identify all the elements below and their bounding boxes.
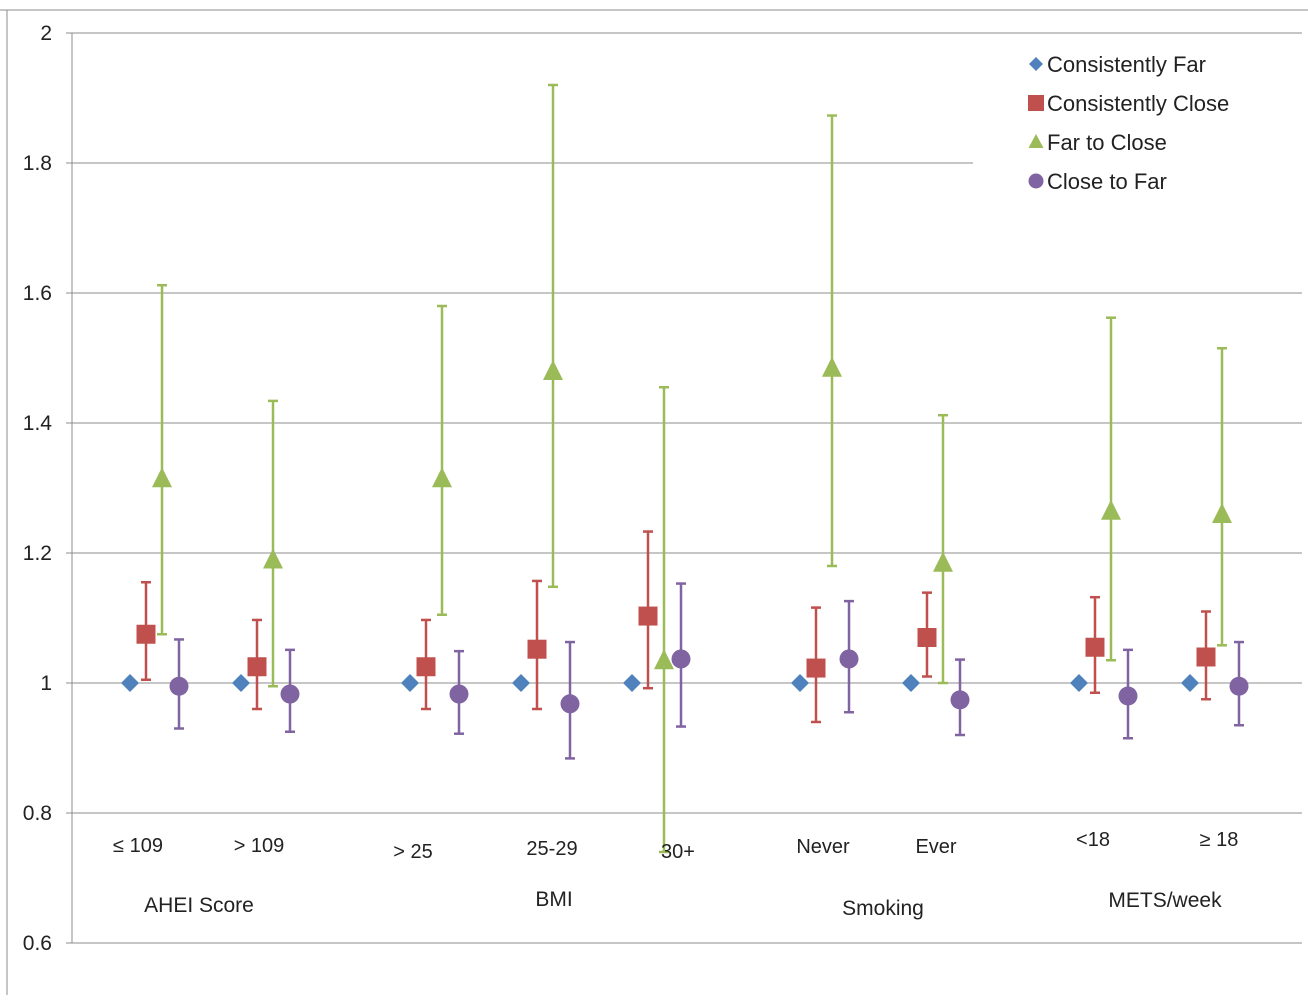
y-tick-label: 1.2 [23,542,52,565]
data-point-triangle [1212,503,1232,523]
data-point-circle [560,694,580,714]
legend-label: Close to Far [1047,169,1167,194]
data-point-diamond [1181,674,1199,692]
data-point-diamond [1070,674,1088,692]
y-tick-label: 2 [40,22,52,45]
legend-label: Consistently Close [1047,91,1229,116]
data-point-circle [449,684,469,704]
data-point-circle [839,649,859,669]
axes [0,9,1308,995]
category-label: ≤ 109 [113,835,163,857]
data-point-diamond [902,674,920,692]
data-point-triangle [152,467,172,488]
data-point-triangle [543,360,563,380]
legend-marker [1028,95,1044,111]
legend-label: Far to Close [1047,130,1167,155]
data-point-circle [1229,676,1249,696]
category-label: ≥ 18 [1200,829,1239,851]
data-point-circle [169,676,189,696]
data-point-diamond [121,674,139,692]
data-point-triangle [432,467,452,488]
y-tick-label: 0.6 [23,932,52,955]
data-point-square [136,624,156,644]
group-label: AHEI Score [144,894,254,917]
category-label: Never [796,836,850,858]
data-point-square [1196,647,1216,667]
category-label: Ever [915,836,956,858]
legend: Consistently Far Consistently Close Far to… [1028,52,1229,194]
data-point-triangle [822,356,842,377]
data-point-square [806,658,826,678]
data-point-diamond [791,674,809,692]
category-label: > 109 [234,835,285,857]
data-point-diamond [232,674,250,692]
category-labels: ≤ 109 > 109 > 25 25-29 30+ Never Ever <18 ≥ 18 [113,829,1238,863]
y-tick-labels: 0.6 0.8 1 1.2 1.4 1.6 1.8 2 [23,22,53,955]
data-point-diamond [623,674,641,692]
data-point-square [416,657,436,677]
data-point-circle [671,649,691,669]
legend-label: Consistently Far [1047,52,1206,77]
data-point-triangle [263,548,283,569]
group-label: Smoking [842,897,924,920]
y-tick-label: 1 [40,672,52,695]
group-label: METS/week [1108,889,1222,912]
gridlines [72,32,1302,944]
y-tick-label: 1.8 [23,152,52,175]
data-point-diamond [512,674,530,692]
data-point-square [527,639,547,659]
data-point-square [638,606,658,626]
data-point-square [1085,637,1105,657]
y-tick-label: 0.8 [23,802,52,825]
category-label: 30+ [661,841,695,863]
legend-marker [1029,57,1043,71]
legend-marker [1028,173,1044,189]
markers [121,356,1249,714]
data-point-triangle [933,551,953,572]
data-point-circle [280,684,300,704]
legend-marker [1028,134,1044,148]
data-point-square [917,628,937,647]
category-label: 25-29 [526,838,577,860]
category-label: <18 [1076,829,1110,851]
data-point-square [247,657,267,677]
data-point-circle [950,690,970,710]
data-point-circle [1118,686,1138,706]
y-tick-label: 1.4 [23,412,53,435]
data-point-diamond [401,674,419,692]
group-labels: AHEI Score BMI Smoking METS/week [144,888,1222,920]
category-label: > 25 [393,841,432,863]
y-tick-label: 1.6 [23,282,52,305]
data-point-triangle [654,649,674,670]
group-label: BMI [535,888,572,911]
error-bars [141,83,1244,854]
data-point-triangle [1101,499,1121,520]
